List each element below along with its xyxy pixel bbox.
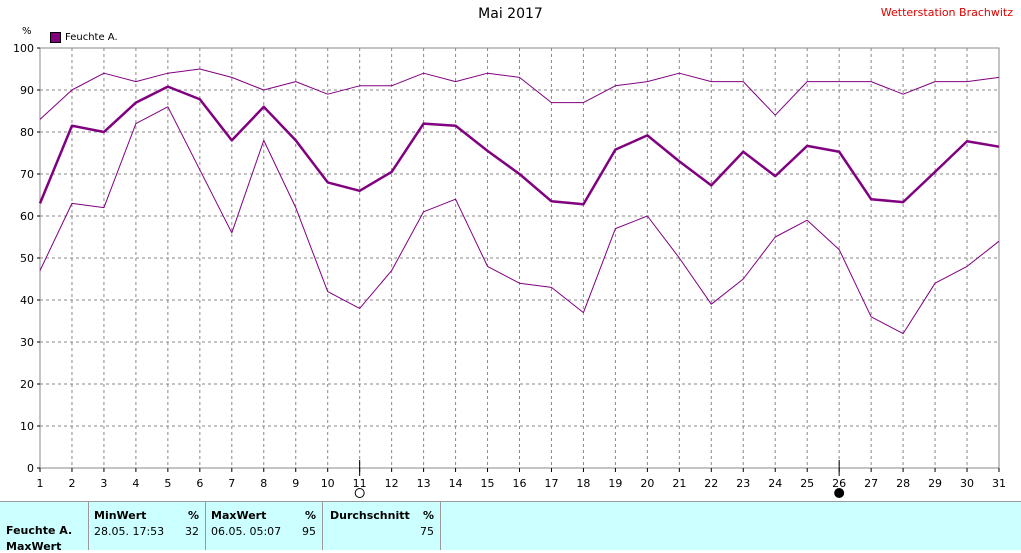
stats-row-label-2: MaxWert (6, 540, 62, 553)
station-name: Wetterstation Brachwitz (880, 6, 1013, 19)
y-tick-label: 20 (20, 378, 34, 391)
new-moon-icon (834, 488, 845, 498)
avg-header: Durchschnitt (330, 509, 410, 522)
legend-label: Feuchte A. (65, 32, 118, 43)
x-tick-label: 25 (800, 477, 814, 490)
stats-panel: Feuchte A. MaxWert MinWert % 28.05. 17:5… (0, 501, 1021, 553)
min-time: 28.05. 17:53 (94, 525, 165, 538)
x-tick-label: 15 (481, 477, 495, 490)
y-tick-label: 60 (20, 210, 34, 223)
x-tick-label: 13 (417, 477, 431, 490)
legend-swatch (50, 32, 61, 43)
x-tick-label: 12 (385, 477, 399, 490)
x-tick-label: 21 (672, 477, 686, 490)
x-tick-label: 7 (228, 477, 235, 490)
stats-min-cell: MinWert % 28.05. 17:53 32 (89, 502, 206, 550)
avg-unit: % (422, 509, 434, 522)
x-tick-label: 26 (832, 477, 846, 490)
series-line-avg (38, 85, 1000, 206)
y-tick-label: 90 (20, 84, 34, 97)
stats-max-cell: MaxWert % 06.05. 05:07 95 (206, 502, 323, 550)
x-tick-label: 31 (992, 477, 1006, 490)
x-tick-label: 29 (928, 477, 942, 490)
x-tick-label: 4 (132, 477, 139, 490)
min-unit: % (187, 509, 199, 522)
y-tick-label: 30 (20, 336, 34, 349)
x-tick-label: 20 (640, 477, 654, 490)
x-tick-label: 14 (449, 477, 463, 490)
y-tick-label: 40 (20, 294, 34, 307)
x-tick-label: 10 (321, 477, 335, 490)
y-tick-label: 0 (27, 462, 34, 475)
x-tick-label: 6 (196, 477, 203, 490)
series-line-max (39, 68, 1000, 120)
stats-avg-cell: Durchschnitt % 75 (323, 502, 441, 550)
x-tick-label: 3 (100, 477, 107, 490)
min-header: MinWert (94, 509, 147, 522)
y-tick-label: 50 (20, 252, 34, 265)
x-tick-label: 2 (68, 477, 75, 490)
y-tick-label: 70 (20, 168, 34, 181)
max-unit: % (304, 509, 316, 522)
y-tick-label: 80 (20, 126, 34, 139)
x-tick-label: 24 (768, 477, 782, 490)
x-tick-label: 11 (353, 477, 367, 490)
x-tick-label: 28 (896, 477, 910, 490)
x-tick-label: 8 (260, 477, 267, 490)
x-tick-label: 5 (164, 477, 171, 490)
x-tick-label: 18 (576, 477, 590, 490)
y-tick-label: 100 (13, 42, 34, 55)
avg-value: 75 (420, 525, 434, 538)
min-value: 32 (185, 525, 199, 538)
legend: Feuchte A. (50, 32, 118, 43)
x-tick-label: 16 (513, 477, 527, 490)
stats-label-cell: Feuchte A. MaxWert (0, 502, 89, 553)
max-value: 95 (302, 525, 316, 538)
chart-title: Mai 2017 (478, 6, 543, 22)
x-tick-label: 27 (864, 477, 878, 490)
x-tick-label: 9 (292, 477, 299, 490)
stats-row-label: Feuchte A. (6, 524, 73, 537)
x-tick-label: 1 (37, 477, 44, 490)
x-tick-label: 22 (704, 477, 718, 490)
x-tick-label: 17 (544, 477, 558, 490)
x-tick-label: 23 (736, 477, 750, 490)
y-tick-label: 10 (20, 420, 34, 433)
max-time: 06.05. 05:07 (211, 525, 282, 538)
x-tick-label: 19 (608, 477, 622, 490)
max-header: MaxWert (211, 509, 267, 522)
full-moon-icon (354, 488, 365, 498)
x-tick-label: 30 (960, 477, 974, 490)
series-line-min (39, 106, 1000, 335)
y-axis-unit: % (22, 26, 32, 37)
